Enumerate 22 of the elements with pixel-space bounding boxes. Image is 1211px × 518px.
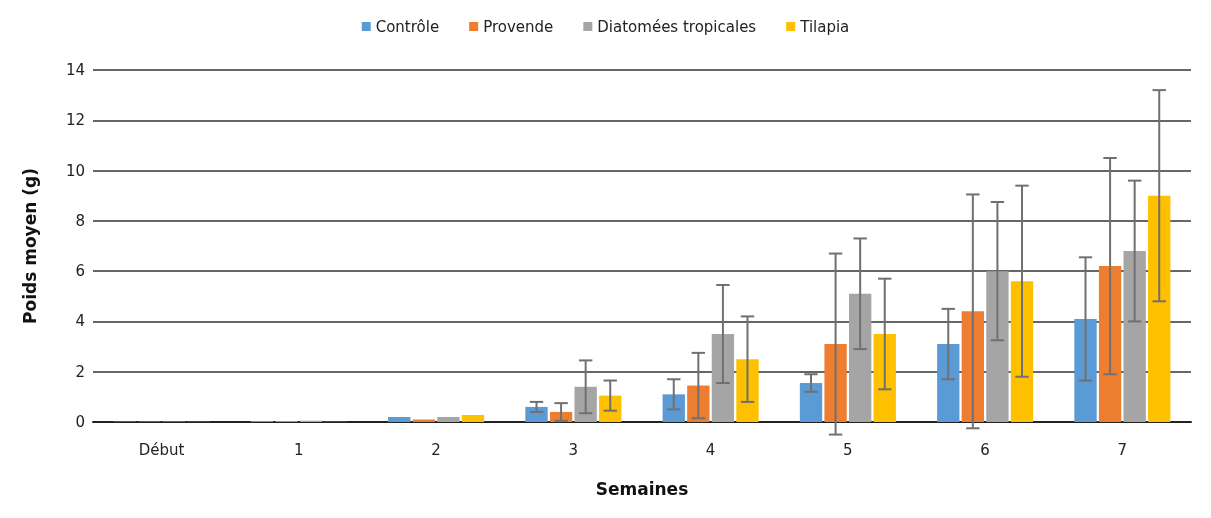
x-tick-label: 2 — [431, 440, 441, 459]
legend-label: Provende — [483, 17, 554, 36]
y-tick-label: 2 — [75, 362, 85, 381]
x-tick-label: 7 — [1117, 440, 1128, 459]
x-tick-label: 3 — [568, 440, 579, 459]
legend-label: Contrôle — [375, 17, 440, 36]
x-tick-label: 1 — [294, 440, 304, 459]
x-tick-label: 5 — [843, 440, 853, 459]
y-tick-label: 10 — [65, 161, 85, 180]
x-tick-label: Début — [138, 440, 185, 459]
x-tick-label: 6 — [980, 440, 990, 459]
y-axis-title: Poids moyen (g) — [19, 168, 40, 324]
y-tick-label: 8 — [75, 211, 85, 230]
legend-label: Diatomées tropicales — [597, 17, 757, 36]
y-tick-label: 12 — [65, 111, 85, 130]
x-axis-title: Semaines — [595, 478, 689, 499]
y-tick-label: 4 — [75, 312, 85, 331]
legend-label: Tilapia — [799, 17, 850, 36]
y-tick-label: 6 — [75, 262, 85, 281]
y-tick-label: 0 — [75, 413, 85, 431]
y-tick-label: 14 — [65, 61, 85, 79]
x-tick-label: 4 — [705, 440, 716, 459]
